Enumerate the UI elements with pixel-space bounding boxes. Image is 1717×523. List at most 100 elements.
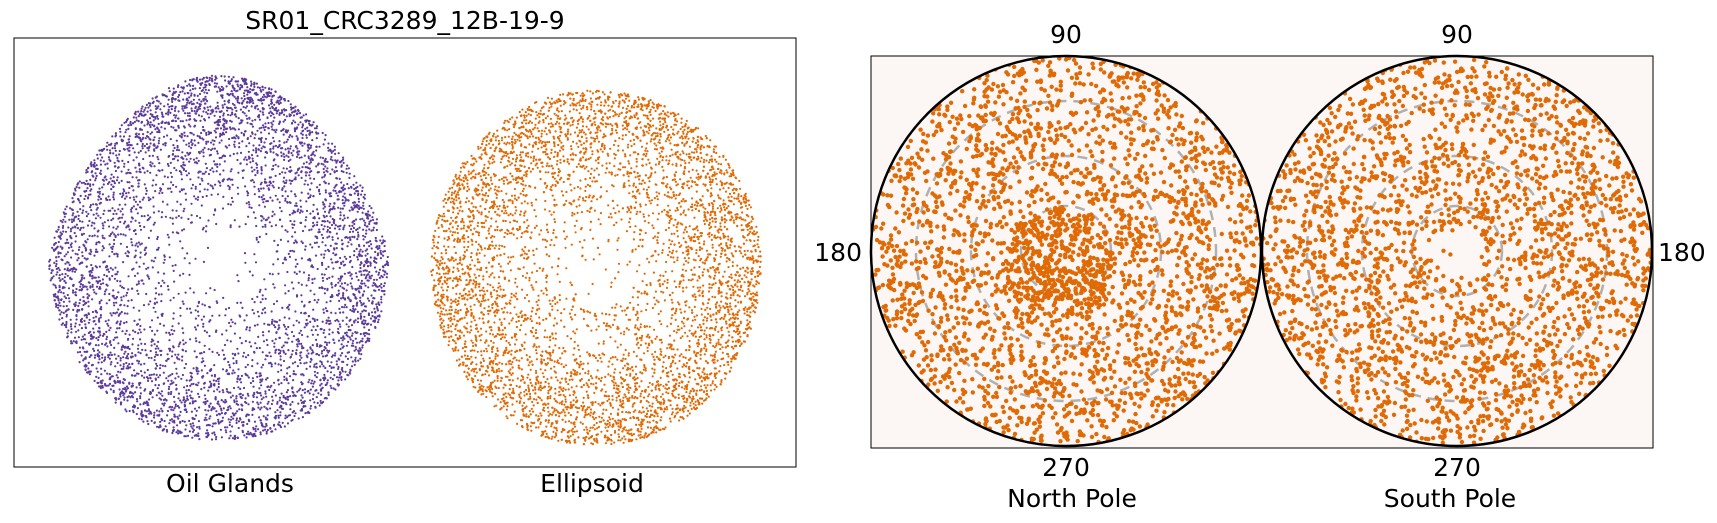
oil-gland-point bbox=[133, 319, 136, 322]
oil-gland-point bbox=[164, 365, 167, 368]
oil-gland-point bbox=[132, 116, 135, 119]
oil-gland-point bbox=[111, 245, 115, 248]
oil-gland-point bbox=[336, 198, 339, 201]
oil-gland-point bbox=[326, 349, 329, 352]
oil-gland-point bbox=[119, 130, 122, 133]
oil-gland-point bbox=[244, 340, 247, 343]
oil-gland-point bbox=[307, 258, 310, 261]
oil-gland-point bbox=[287, 289, 290, 293]
oil-gland-point bbox=[227, 391, 230, 394]
oil-gland-point bbox=[84, 240, 87, 243]
oil-gland-point bbox=[363, 326, 366, 329]
oil-gland-point bbox=[341, 243, 344, 246]
oil-gland-point bbox=[202, 86, 205, 89]
oil-gland-point bbox=[288, 366, 291, 369]
oil-gland-point bbox=[241, 86, 244, 89]
oil-gland-point bbox=[258, 86, 261, 89]
oil-gland-point bbox=[66, 267, 69, 270]
oil-gland-point bbox=[229, 226, 232, 229]
oil-gland-point bbox=[159, 108, 162, 111]
oil-gland-point bbox=[163, 258, 166, 261]
oil-gland-point bbox=[261, 363, 265, 366]
oil-gland-point bbox=[208, 404, 211, 407]
oil-gland-point bbox=[191, 87, 194, 91]
oil-gland-point bbox=[146, 368, 149, 372]
oil-gland-point bbox=[280, 401, 283, 404]
oil-gland-point bbox=[315, 149, 318, 152]
oil-gland-point bbox=[268, 184, 271, 187]
oil-gland-point bbox=[257, 108, 260, 111]
oil-gland-point bbox=[158, 131, 161, 134]
oil-gland-point bbox=[264, 392, 267, 395]
oil-gland-point bbox=[105, 384, 108, 387]
oil-gland-point bbox=[337, 152, 340, 155]
oil-gland-point bbox=[141, 147, 144, 150]
oil-gland-point bbox=[112, 180, 116, 183]
oil-gland-point bbox=[136, 245, 139, 248]
oil-gland-point bbox=[354, 319, 357, 322]
oil-gland-point bbox=[260, 147, 263, 150]
oil-gland-point bbox=[109, 312, 112, 315]
oil-gland-point bbox=[265, 395, 268, 398]
oil-gland-point bbox=[338, 190, 341, 193]
oil-gland-point bbox=[257, 335, 260, 338]
oil-gland-point bbox=[112, 193, 115, 196]
oil-gland-point bbox=[344, 370, 347, 373]
oil-gland-point bbox=[211, 111, 214, 114]
oil-gland-point bbox=[88, 219, 91, 223]
oil-gland-point bbox=[365, 225, 368, 228]
oil-gland-point bbox=[213, 121, 216, 124]
oil-gland-point bbox=[345, 171, 348, 174]
oil-gland-point bbox=[87, 305, 90, 308]
oil-gland-point bbox=[234, 412, 237, 415]
oil-gland-point bbox=[293, 241, 296, 244]
oil-gland-point bbox=[356, 317, 360, 320]
oil-gland-point bbox=[83, 333, 86, 336]
oil-gland-point bbox=[282, 359, 286, 363]
oil-gland-point bbox=[177, 432, 180, 435]
oil-gland-point bbox=[105, 288, 108, 291]
oil-gland-point bbox=[275, 348, 278, 351]
oil-gland-point bbox=[266, 218, 269, 221]
oil-gland-point bbox=[320, 352, 323, 355]
oil-gland-point bbox=[363, 273, 366, 276]
oil-gland-point bbox=[238, 146, 241, 149]
oil-gland-point bbox=[231, 183, 234, 186]
oil-gland-point bbox=[354, 345, 357, 349]
oil-gland-point bbox=[97, 229, 100, 232]
oil-gland-point bbox=[151, 184, 154, 187]
oil-gland-point bbox=[54, 284, 57, 287]
oil-gland-point bbox=[152, 416, 156, 419]
oil-gland-point bbox=[103, 369, 106, 372]
oil-gland-point bbox=[331, 286, 334, 289]
oil-gland-point bbox=[249, 100, 252, 103]
oil-gland-point bbox=[221, 368, 225, 371]
oil-gland-point bbox=[118, 327, 121, 330]
oil-gland-point bbox=[137, 241, 140, 244]
oil-gland-point bbox=[267, 330, 270, 333]
oil-gland-point bbox=[323, 273, 326, 276]
oil-gland-point bbox=[365, 232, 368, 235]
oil-gland-point bbox=[114, 134, 118, 137]
oil-gland-point bbox=[117, 233, 120, 236]
oil-gland-point bbox=[286, 395, 289, 399]
oil-gland-point bbox=[70, 218, 73, 221]
oil-gland-point bbox=[185, 410, 188, 414]
oil-gland-point bbox=[236, 80, 240, 83]
oil-gland-point bbox=[118, 149, 121, 153]
oil-gland-point bbox=[285, 140, 288, 143]
oil-gland-point bbox=[195, 328, 198, 331]
oil-gland-point bbox=[279, 414, 282, 417]
oil-gland-point bbox=[264, 225, 267, 228]
oil-gland-point bbox=[62, 292, 65, 295]
oil-gland-point bbox=[292, 287, 295, 290]
oil-gland-point bbox=[97, 381, 100, 385]
oil-gland-point bbox=[161, 279, 164, 282]
oil-gland-point bbox=[194, 144, 197, 147]
oil-gland-point bbox=[170, 108, 173, 111]
oil-gland-point bbox=[198, 427, 201, 430]
oil-gland-point bbox=[206, 431, 210, 435]
oil-gland-point bbox=[295, 155, 299, 158]
oil-gland-point bbox=[160, 417, 163, 421]
oil-gland-point bbox=[326, 228, 329, 232]
